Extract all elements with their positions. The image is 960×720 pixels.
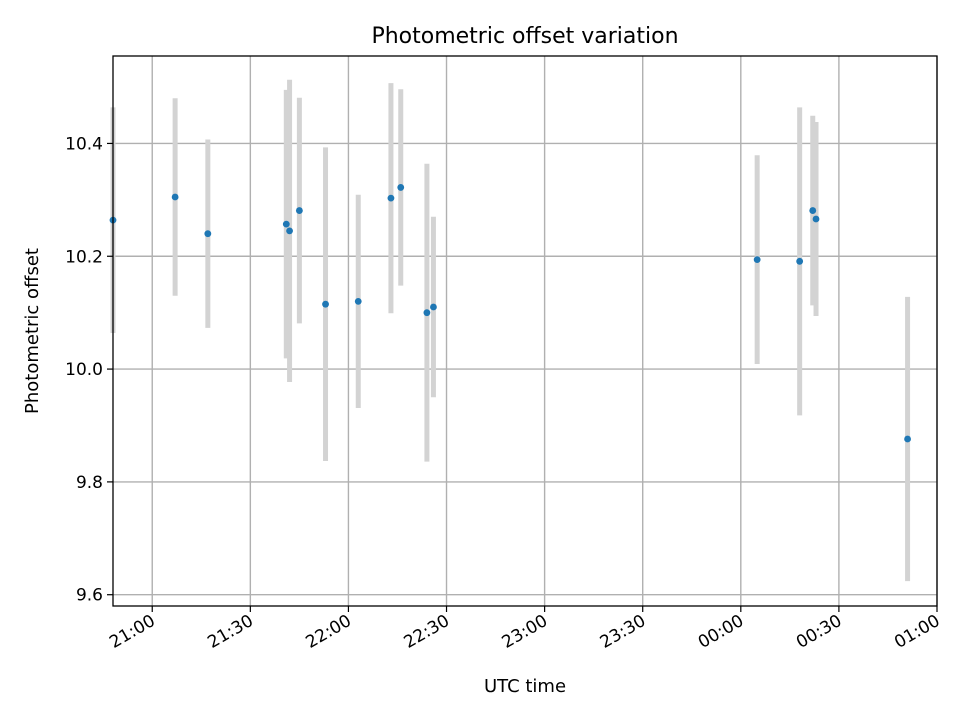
data-point bbox=[809, 207, 817, 214]
error-bars bbox=[110, 79, 911, 582]
data-point bbox=[397, 184, 405, 191]
x-tick-label: 01:00 bbox=[891, 611, 943, 653]
x-tick-label: 21:30 bbox=[204, 611, 256, 653]
data-point bbox=[796, 257, 804, 265]
y-axis-ticks: 9.6 9.8 10.0 10.2 10.4 bbox=[65, 134, 113, 606]
data-point bbox=[904, 435, 911, 443]
y-tick-label: 9.8 bbox=[76, 473, 103, 493]
data-point bbox=[423, 309, 431, 317]
data-point bbox=[753, 256, 761, 264]
data-point bbox=[286, 227, 293, 235]
chart-title: Photometric offset variation bbox=[371, 24, 678, 49]
x-tick-label: 00:00 bbox=[695, 611, 747, 653]
data-point bbox=[354, 297, 362, 305]
y-tick-label: 10.0 bbox=[65, 360, 103, 380]
y-tick-label: 10.4 bbox=[65, 134, 103, 154]
data-point bbox=[171, 193, 179, 201]
x-tick-label: 21:00 bbox=[106, 611, 158, 653]
y-axis-label: Photometric offset bbox=[22, 248, 43, 414]
x-tick-label: 22:30 bbox=[401, 611, 453, 653]
x-tick-label: 23:00 bbox=[499, 611, 551, 653]
x-tick-label: 22:00 bbox=[302, 611, 354, 653]
x-axis-ticks: 21:00 21:30 22:00 22:30 23:00 23:30 00:00 00:30… bbox=[106, 606, 944, 653]
x-tick-label: 23:30 bbox=[597, 611, 649, 653]
data-point bbox=[282, 220, 290, 228]
x-tick-label: 00:30 bbox=[793, 611, 845, 653]
data-point bbox=[295, 207, 303, 214]
data-point bbox=[387, 194, 395, 202]
y-tick-label: 9.6 bbox=[76, 586, 103, 606]
data-points bbox=[109, 184, 911, 443]
data-point bbox=[430, 303, 437, 311]
x-axis-label: UTC time bbox=[484, 676, 566, 697]
plot-frame bbox=[112, 55, 938, 607]
data-point bbox=[322, 300, 329, 308]
data-point bbox=[204, 230, 212, 238]
data-point bbox=[812, 215, 820, 223]
y-tick-label: 10.2 bbox=[65, 247, 103, 267]
